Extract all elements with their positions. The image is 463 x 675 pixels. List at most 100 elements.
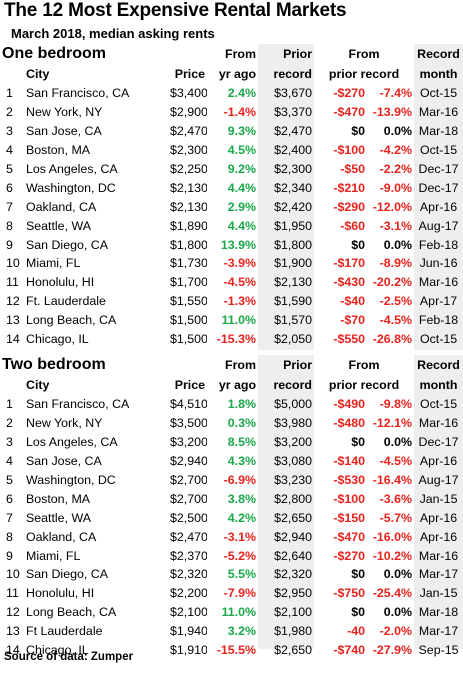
- price-cell: $1,940: [170, 624, 208, 639]
- section-title: One bedroom: [2, 45, 107, 62]
- city-cell: Washington, DC: [26, 473, 116, 487]
- price-cell: $1,730: [170, 256, 208, 271]
- rank-cell: 10: [6, 256, 20, 271]
- record-month-cell: Dec-17: [418, 162, 459, 176]
- page-title: The 12 Most Expensive Rental Markets: [4, 0, 347, 21]
- record-month-cell: Apr-16: [419, 199, 458, 214]
- pct-from-record-cell: -3.6%: [379, 491, 413, 506]
- table-row: 4 San Jose, CA $2,940 4.3% $3,080 -$140 -4.5% A…: [0, 452, 463, 471]
- table-row: 14 Chicago, IL $1,500 -15.3% $2,050 -$550 -26.…: [0, 330, 463, 349]
- record-month-cell: Jun-16: [419, 256, 458, 271]
- table-row: 1 San Francisco, CA $4,510 1.8% $5,000 -$490-…: [0, 395, 463, 414]
- header-city: City: [26, 67, 50, 81]
- rank-cell: 11: [6, 275, 19, 290]
- rank-cell: 10: [6, 567, 20, 582]
- record-month-cell: Oct-15: [419, 86, 458, 101]
- table-row: 5 Washington, DC $2,700 -6.9% $3,230 -$530 -16…: [0, 471, 463, 490]
- diff-from-record-cell: -$170: [333, 256, 366, 271]
- pct-from-record-cell: 0.0%: [383, 567, 413, 582]
- record-month-cell: Apr-17: [419, 294, 458, 309]
- diff-from-record-cell: $0: [351, 567, 366, 582]
- header-prior-record: record: [273, 378, 313, 392]
- table-row: 7 Seattle, WA $2,500 4.2% $2,650 -$150 -5.7% Ap…: [0, 508, 463, 527]
- table-row: 12 Ft. Lauderdale $1,550 -1.3% $1,590 -$40 -2.…: [0, 292, 463, 311]
- price-cell: $2,470: [170, 529, 208, 544]
- yr-ago-change-cell: 3.2%: [227, 624, 257, 639]
- yr-ago-change-cell: -15.3%: [216, 332, 257, 347]
- price-cell: $1,910: [170, 643, 208, 658]
- rank-cell: 9: [6, 237, 13, 252]
- city-cell: Long Beach, CA: [26, 605, 117, 620]
- header-from-prior-record: prior record: [328, 67, 400, 81]
- prior-record-cell: $2,470: [274, 124, 313, 139]
- city-cell: Ft Lauderdale: [26, 624, 103, 639]
- price-cell: $2,700: [170, 473, 208, 487]
- header-blank: [0, 64, 24, 84]
- pct-from-record-cell: 0.0%: [383, 124, 413, 139]
- prior-record-cell: $3,080: [274, 454, 313, 469]
- record-month-cell: Mar-16: [418, 548, 459, 563]
- record-month-cell: Apr-16: [419, 510, 458, 525]
- city-cell: San Diego, CA: [26, 567, 108, 582]
- yr-ago-change-cell: 9.2%: [227, 162, 257, 176]
- prior-record-cell: $2,400: [274, 143, 313, 158]
- record-month-cell: Oct-15: [419, 143, 458, 158]
- rank-cell: 8: [6, 218, 13, 233]
- record-month-cell: Feb-18: [418, 313, 459, 328]
- table-row: 8 Oakland, CA $2,470 -3.1% $2,940 -$470 -16.0%…: [0, 527, 463, 546]
- rank-cell: 4: [6, 454, 13, 469]
- prior-record-cell: $2,320: [274, 567, 313, 582]
- rank-cell: 1: [6, 397, 13, 412]
- header-from-prior-record: prior record: [328, 378, 400, 392]
- pct-from-record-cell: -4.5%: [379, 454, 413, 469]
- record-month-cell: Mar-18: [418, 124, 459, 139]
- rank-cell: 12: [6, 294, 20, 309]
- section-title: Two bedroom: [2, 356, 106, 373]
- diff-from-record-cell: -$430: [333, 275, 366, 290]
- rank-cell: 11: [6, 586, 19, 601]
- diff-from-record-cell: -$50: [340, 162, 366, 176]
- record-month-cell: Sep-15: [418, 643, 459, 658]
- header-record: Record: [417, 358, 460, 372]
- record-month-cell: Aug-17: [418, 473, 459, 487]
- header-month: month: [419, 378, 458, 392]
- rank-cell: 2: [6, 416, 13, 431]
- price-cell: $2,900: [170, 105, 208, 120]
- diff-from-record-cell: -40: [347, 624, 366, 639]
- city-cell: San Jose, CA: [26, 454, 102, 469]
- table-row: 9 Miami, FL $2,370 -5.2% $2,640 -$270 -10.2% Ma…: [0, 546, 463, 565]
- header-blank: [0, 375, 24, 395]
- pct-from-record-cell: -16.0%: [372, 529, 413, 544]
- record-month-cell: Dec-17: [418, 435, 459, 450]
- city-cell: Ft. Lauderdale: [26, 294, 106, 309]
- diff-from-record-cell: -$270: [333, 548, 366, 563]
- city-cell: Seattle, WA: [26, 218, 91, 233]
- table-row: 11 Honolulu, HI $1,700 -4.5% $2,130 -$430 -20.…: [0, 273, 463, 292]
- price-cell: $3,500: [170, 416, 208, 431]
- pct-from-record-cell: 0.0%: [383, 237, 413, 252]
- record-month-cell: Mar-17: [418, 567, 459, 582]
- rank-cell: 3: [6, 435, 13, 450]
- rank-cell: 13: [6, 313, 20, 328]
- pct-from-record-cell: -4.2%: [379, 143, 413, 158]
- prior-record-cell: $3,670: [274, 86, 313, 101]
- city-cell: Honolulu, HI: [26, 586, 95, 601]
- pct-from-record-cell: -9.0%: [379, 180, 413, 195]
- diff-from-record-cell: $0: [351, 237, 366, 252]
- shade-month-one: [414, 44, 463, 350]
- pct-from-record-cell: -2.5%: [379, 294, 413, 309]
- prior-record-cell: $2,650: [274, 643, 313, 658]
- price-cell: $1,800: [170, 237, 208, 252]
- header-yr-ago: yr ago: [218, 67, 257, 81]
- price-cell: $2,130: [170, 199, 208, 214]
- diff-from-record-cell: $0: [351, 605, 366, 620]
- pct-from-record-cell: -27.9%: [372, 643, 413, 658]
- header-from: From: [225, 358, 257, 372]
- prior-record-cell: $2,940: [274, 529, 313, 544]
- header-row-bottom: City Price yr ago record prior record month: [0, 375, 463, 395]
- yr-ago-change-cell: -3.1%: [223, 529, 257, 544]
- prior-record-cell: $2,340: [274, 180, 313, 195]
- yr-ago-change-cell: -7.9%: [223, 586, 257, 601]
- diff-from-record-cell: -$490: [333, 397, 366, 412]
- rank-cell: 5: [6, 473, 13, 487]
